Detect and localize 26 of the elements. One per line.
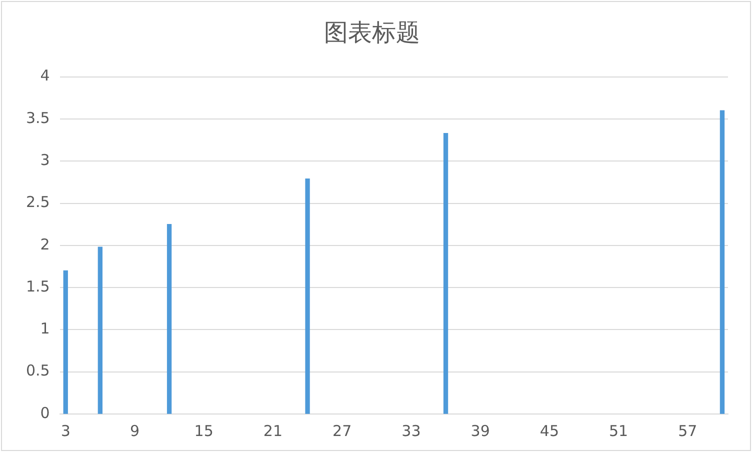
x-tick-label: 3 [60,422,70,440]
x-tick-label: 57 [678,422,698,440]
bar [305,178,310,414]
y-tick-label: 2 [40,235,50,254]
x-tick-label: 21 [263,422,283,440]
x-tick-label: 33 [402,422,421,440]
x-tick-label: 51 [609,422,628,440]
y-tick-label: 1.5 [26,277,50,296]
y-tick-label: 0.5 [26,362,50,380]
bar [166,224,172,414]
chart-title: 图表标题 [324,18,420,47]
x-tick-label: 45 [540,422,559,440]
y-tick-label: 3.5 [26,108,50,127]
y-tick-label: 0 [40,404,50,422]
x-tick-label: 15 [194,422,214,440]
bar [98,246,103,414]
x-tick-label: 39 [470,422,490,440]
y-tick-label: 4 [40,66,50,85]
bar [63,270,68,414]
bar [720,110,725,414]
y-tick-label: 1 [40,320,50,338]
x-tick-label: 27 [332,422,352,440]
y-tick-label: 2.5 [26,193,50,212]
x-tick-label: 9 [130,422,140,440]
y-tick-label: 3 [40,150,50,169]
bar [443,132,448,414]
